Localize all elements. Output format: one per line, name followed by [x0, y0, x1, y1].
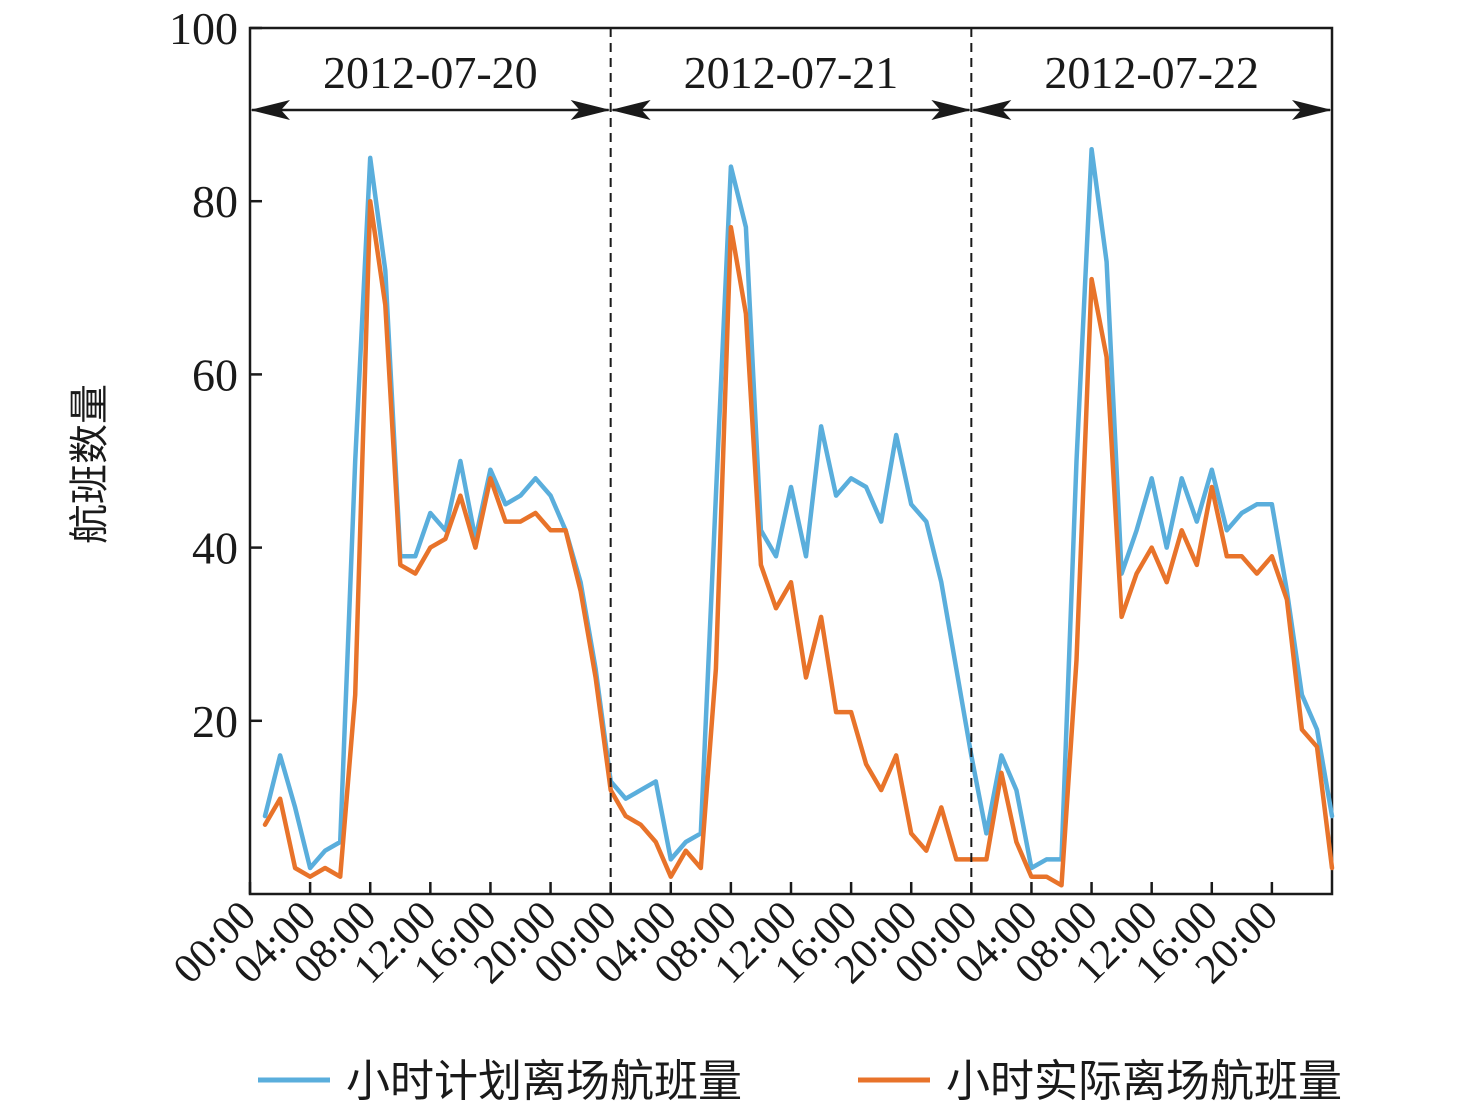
- y-tick-label: 100: [169, 3, 238, 54]
- legend-label-2: 小时实际离场航班量: [946, 1057, 1342, 1106]
- y-axis-label: 航班数量: [67, 384, 112, 544]
- date-label: 2012-07-20: [323, 47, 538, 98]
- y-tick-label: 60: [192, 349, 238, 400]
- legend: 小时计划离场航班量 小时实际离场航班量: [258, 1057, 1342, 1106]
- y-tick-label: 80: [192, 176, 238, 227]
- date-annotations: 2012-07-20 2012-07-21 2012-07-22: [250, 28, 1332, 894]
- legend-label-1: 小时计划离场航班量: [346, 1057, 742, 1106]
- series-line-2: [262, 198, 1335, 888]
- plot-frame: [248, 26, 1334, 896]
- y-tick-label: 40: [192, 523, 238, 574]
- date-label: 2012-07-22: [1044, 47, 1259, 98]
- y-tick-label: 20: [192, 696, 238, 747]
- date-label: 2012-07-21: [684, 47, 899, 98]
- series-lines: [262, 146, 1335, 888]
- series-line-1: [262, 146, 1335, 871]
